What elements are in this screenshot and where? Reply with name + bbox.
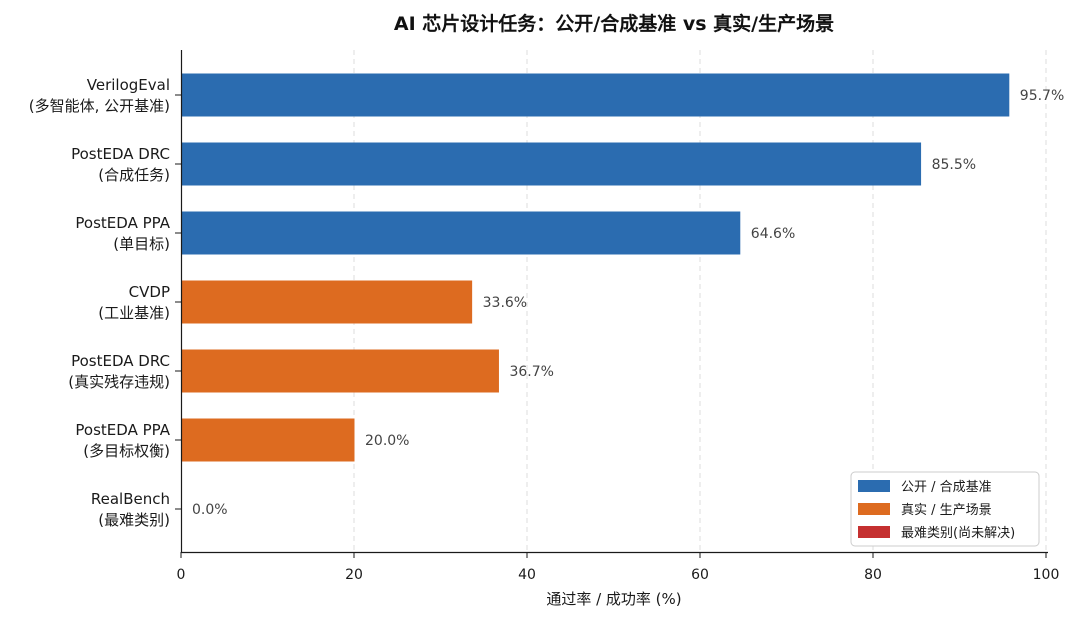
category-label-name: PostEDA DRC xyxy=(71,145,170,163)
x-tick-label: 20 xyxy=(345,567,363,583)
bar-value-label: 0.0% xyxy=(192,502,228,518)
grid-lines xyxy=(353,50,1047,552)
x-axis-ticks: 0 20 40 60 80 100 xyxy=(177,552,1060,583)
legend-label-real: 真实 / 生产场景 xyxy=(901,503,992,518)
category-label-name: RealBench xyxy=(91,490,170,508)
category-label-detail: (多智能体, 公开基准) xyxy=(29,97,170,115)
bar-value-label: 95.7% xyxy=(1020,88,1064,104)
x-axis-title: 通过率 / 成功率 (%) xyxy=(546,590,681,608)
x-tick-label: 40 xyxy=(518,567,536,583)
category-label-detail: (多目标权衡) xyxy=(83,442,170,460)
category-label-name: CVDP xyxy=(129,283,170,301)
bar xyxy=(181,73,1010,117)
bar xyxy=(181,349,499,393)
legend-label-hardest: 最难类别(尚未解决) xyxy=(901,526,1015,541)
x-tick-label: 100 xyxy=(1033,567,1060,583)
category-label-detail: (合成任务) xyxy=(98,166,170,184)
bar xyxy=(181,418,355,462)
category-label-detail: (单目标) xyxy=(113,235,170,253)
category-label-detail: (真实残存违规) xyxy=(68,373,170,391)
x-tick-label: 0 xyxy=(177,567,186,583)
category-label-name: VerilogEval xyxy=(87,76,170,94)
legend-swatch-real xyxy=(858,503,890,515)
bar xyxy=(181,280,473,324)
x-tick-label: 80 xyxy=(864,567,882,583)
x-tick-label: 60 xyxy=(691,567,709,583)
category-labels: VerilogEval (多智能体, 公开基准) PostEDA DRC (合成任务)… xyxy=(29,76,181,529)
chart-title: AI 芯片设计任务：公开/合成基准 vs 真实/生产场景 xyxy=(394,12,834,35)
legend-swatch-hardest xyxy=(858,526,890,538)
bars: 95.7% 85.5% 64.6% 33.6% 36.7% 20.0% 0.0% xyxy=(181,73,1064,518)
bar xyxy=(181,211,741,255)
legend-swatch-public xyxy=(858,480,890,492)
bar-value-label: 64.6% xyxy=(751,226,795,242)
bar-value-label: 33.6% xyxy=(483,295,527,311)
legend-label-public: 公开 / 合成基准 xyxy=(901,480,992,495)
bar-value-label: 36.7% xyxy=(509,364,553,380)
category-label-name: PostEDA PPA xyxy=(75,214,170,232)
bar-value-label: 20.0% xyxy=(365,433,409,449)
category-label-name: PostEDA DRC xyxy=(71,352,170,370)
category-label-name: PostEDA PPA xyxy=(75,421,170,439)
category-label-detail: (最难类别) xyxy=(98,511,170,529)
bar-value-label: 85.5% xyxy=(932,157,976,173)
legend-box xyxy=(850,471,1040,547)
category-label-detail: (工业基准) xyxy=(98,304,170,322)
bar xyxy=(181,142,922,186)
legend: 公开 / 合成基准 真实 / 生产场景 最难类别(尚未解决) xyxy=(850,471,1040,547)
axes xyxy=(180,50,1048,554)
